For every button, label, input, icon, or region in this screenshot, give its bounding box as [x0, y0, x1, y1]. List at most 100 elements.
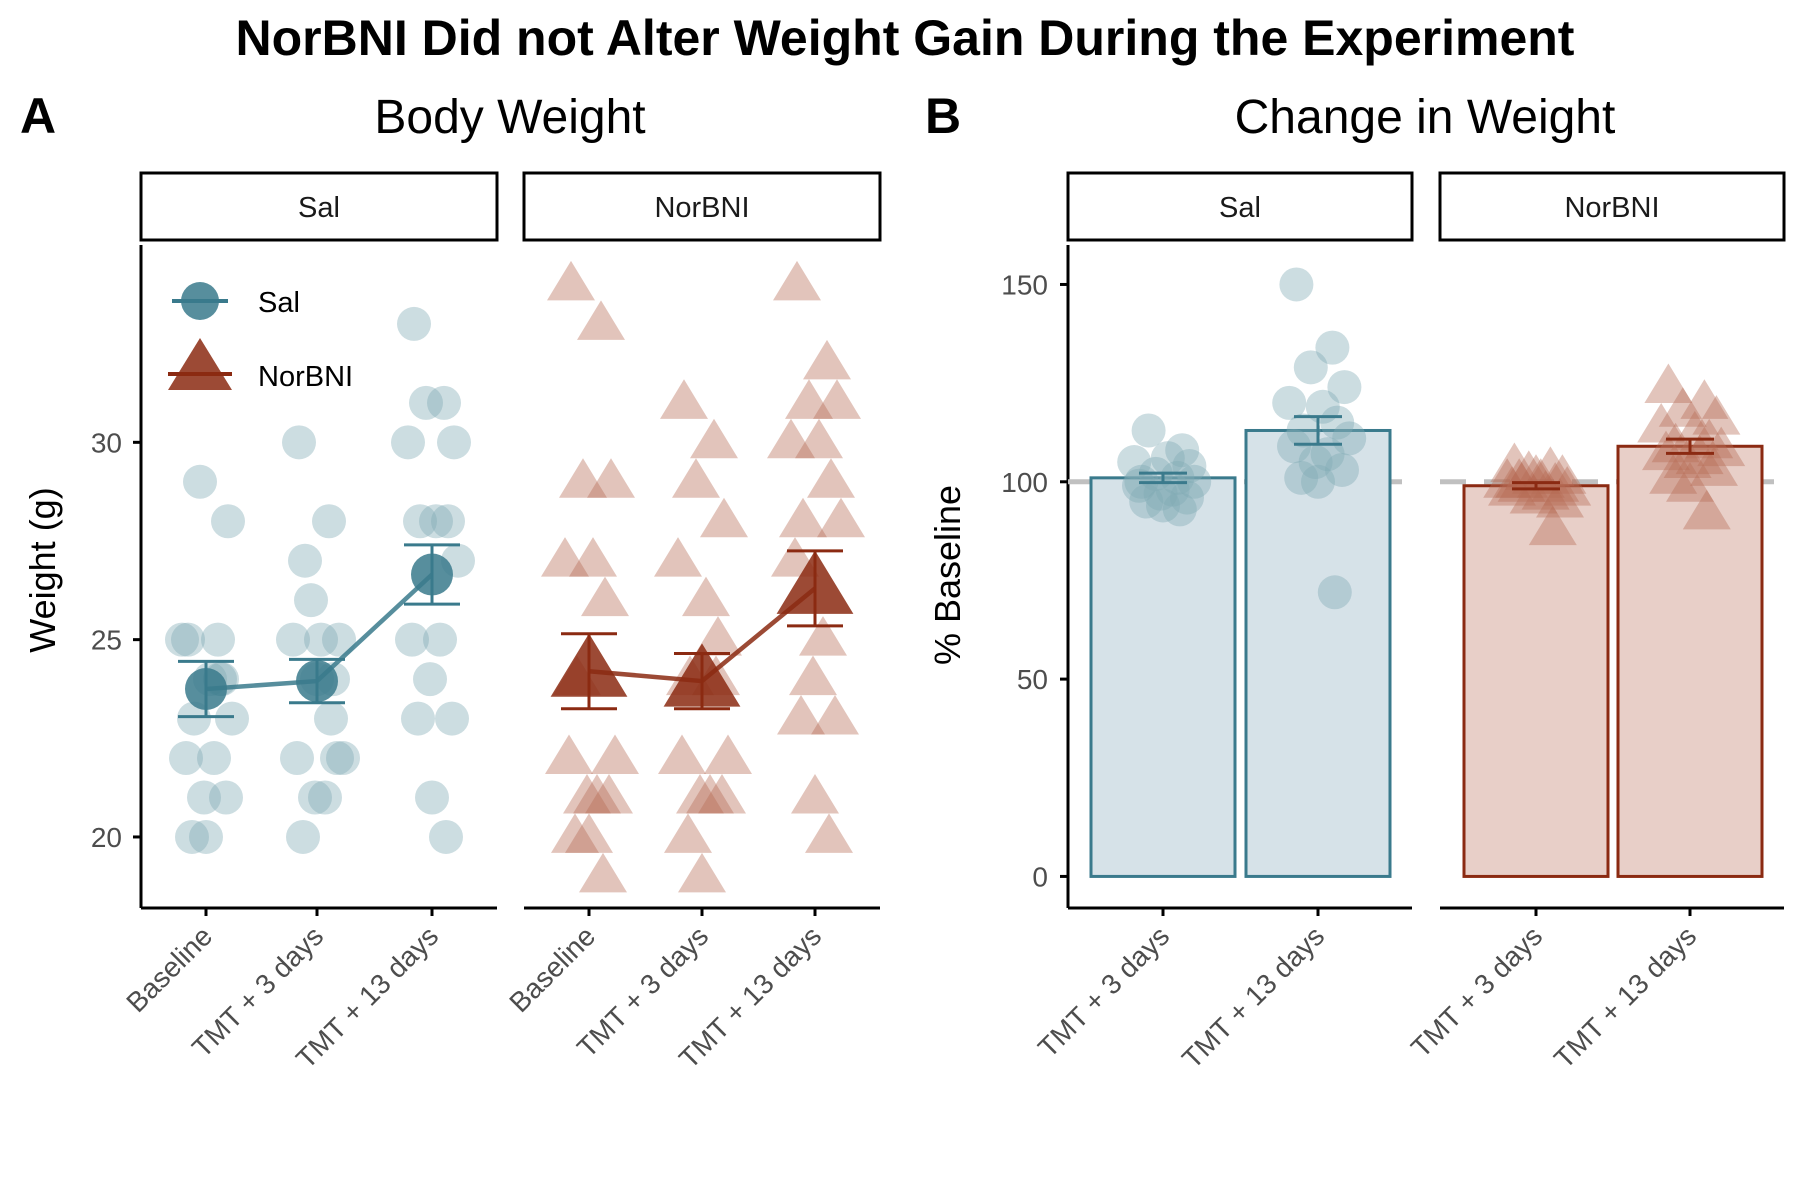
y-tick-label: 50 [1017, 664, 1048, 695]
data-point [437, 425, 471, 460]
data-point [280, 741, 314, 776]
data-point [773, 260, 821, 301]
data-point [1160, 460, 1195, 495]
data-point [1129, 484, 1164, 519]
data-point [209, 780, 243, 815]
data-point [664, 813, 712, 853]
data-point [1690, 446, 1738, 486]
panel-b-letter: B [925, 88, 961, 144]
panel-a-title: Body Weight [374, 91, 645, 144]
facet-strip-label: Sal [1219, 192, 1261, 224]
data-point [1663, 438, 1712, 479]
data-point [690, 418, 738, 459]
legend-key-circle [181, 282, 219, 320]
data-point [1317, 575, 1352, 610]
data-point [817, 497, 865, 538]
data-point [1131, 413, 1166, 448]
data-point [1327, 370, 1362, 405]
data-point [294, 583, 328, 618]
data-point [1504, 450, 1553, 490]
data-point [551, 813, 599, 853]
data-point [215, 701, 249, 736]
data-point [672, 458, 720, 498]
data-point [1543, 466, 1592, 506]
data-point [1165, 433, 1200, 468]
facet-strip-label: Sal [298, 192, 340, 224]
data-point [395, 622, 429, 657]
data-point [1642, 430, 1690, 471]
data-point [187, 780, 221, 815]
data-point [314, 701, 348, 736]
data-point [779, 497, 827, 538]
data-point [1332, 421, 1367, 456]
panel-b-y-axis-title: % Baseline [927, 485, 968, 665]
data-point [785, 379, 833, 419]
facet-strip-box [139, 171, 499, 242]
data-point [320, 741, 354, 776]
mean-marker [296, 660, 338, 703]
data-point [1143, 476, 1178, 511]
data-point [686, 773, 734, 814]
data-point [286, 819, 320, 854]
data-point [1279, 267, 1314, 302]
mean-marker [411, 553, 453, 596]
data-point [1293, 350, 1328, 385]
data-point [409, 385, 443, 420]
panel-a-y-axis-title: Weight (g) [22, 487, 63, 652]
data-point [423, 622, 457, 657]
data-point [658, 734, 706, 774]
data-point [579, 852, 627, 893]
data-point [211, 504, 245, 539]
data-point [547, 260, 595, 301]
data-point [1528, 505, 1577, 546]
data-point [1272, 385, 1307, 420]
data-point [1170, 480, 1204, 515]
facet-strip-label: NorBNI [1564, 192, 1659, 224]
data-point [282, 425, 316, 460]
y-tick-label: 150 [1001, 269, 1048, 300]
data-point [1682, 489, 1731, 530]
data-point [573, 773, 621, 814]
data-point [1286, 413, 1321, 448]
data-point [391, 425, 425, 460]
legend-key-sal [172, 282, 228, 320]
legend-key-norbni [168, 338, 232, 390]
data-point [298, 780, 332, 815]
data-point [1680, 379, 1729, 419]
x-tick-label: TMT + 13 days [1176, 920, 1330, 1074]
data-point [1146, 488, 1180, 523]
data-point [276, 622, 310, 657]
data-point [811, 695, 859, 735]
panel-b-facet-strip-norbni: NorBNI [1438, 171, 1786, 242]
data-point [427, 385, 461, 420]
data-point [654, 537, 702, 577]
y-tick-label: 0 [1032, 861, 1048, 892]
legend-key-triangle [168, 338, 232, 390]
data-point [326, 741, 360, 776]
data-point [541, 537, 589, 577]
data-point [1315, 330, 1350, 365]
data-point [308, 780, 342, 815]
bar [1462, 484, 1610, 878]
data-point [304, 622, 338, 657]
data-point [403, 504, 437, 539]
x-tick-label: TMT + 3 days [1405, 920, 1548, 1063]
data-point [585, 773, 633, 814]
data-point [1150, 441, 1185, 476]
data-point [177, 701, 211, 736]
data-point [397, 306, 431, 341]
data-point [700, 497, 748, 538]
legend-label-norbni: NorBNI [258, 361, 353, 393]
facet-strip-box [1438, 171, 1786, 242]
data-point [171, 622, 205, 657]
data-point [183, 464, 217, 499]
data-point [1277, 429, 1311, 464]
data-point [581, 576, 629, 617]
data-point [322, 622, 356, 657]
data-point [1692, 395, 1741, 435]
data-point [591, 734, 639, 774]
data-point [1509, 474, 1558, 514]
data-point [799, 616, 847, 656]
